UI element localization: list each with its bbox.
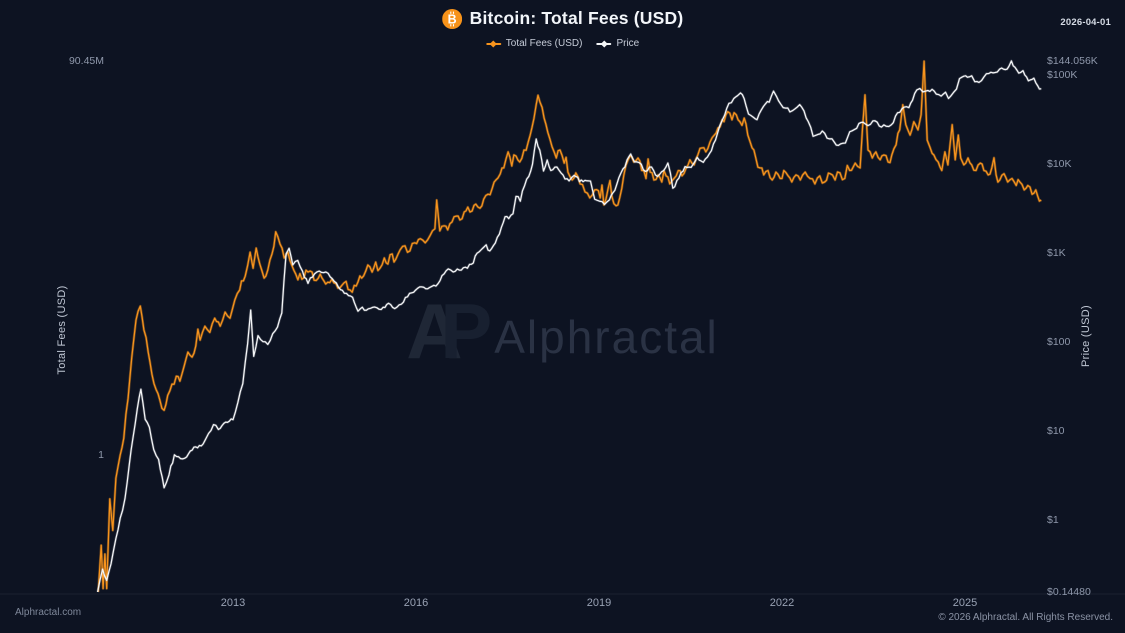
right-axis-title: Price (USD): [1080, 305, 1092, 367]
legend-label-price: Price: [616, 38, 640, 49]
svg-text:B: B: [447, 12, 456, 26]
footer-site-link: Alphractal.com: [15, 607, 82, 618]
alphractal-watermark: A P Alphractal: [406, 287, 719, 377]
legend-label-total-fees: Total Fees (USD): [505, 38, 583, 49]
legend-marker-price-icon: [596, 39, 612, 48]
legend-item-price[interactable]: Price: [596, 38, 639, 49]
series-glow-total-fees: [96, 59, 1042, 593]
chart-header: B Bitcoin: Total Fees (USD): [441, 8, 684, 29]
series-glow-price: [96, 59, 1042, 593]
left-axis-title: Total Fees (USD): [56, 285, 68, 375]
bitcoin-icon: B: [441, 8, 462, 29]
series-line-total-fees: [97, 60, 1042, 593]
footer-copyright: © 2026 Alphractal. All Rights Reserved.: [938, 612, 1113, 623]
series-line-price: [96, 60, 1042, 593]
watermark-text: Alphractal: [494, 311, 719, 363]
legend-marker-total-fees-icon: [485, 39, 501, 48]
alphractal-logo-icon: A P: [406, 287, 493, 375]
page-title: Bitcoin: Total Fees (USD): [469, 8, 684, 28]
chart-legend: Total Fees (USD) Price: [485, 38, 639, 49]
chart-date: 2026-04-01: [1060, 17, 1111, 28]
legend-item-total-fees[interactable]: Total Fees (USD): [485, 38, 583, 49]
